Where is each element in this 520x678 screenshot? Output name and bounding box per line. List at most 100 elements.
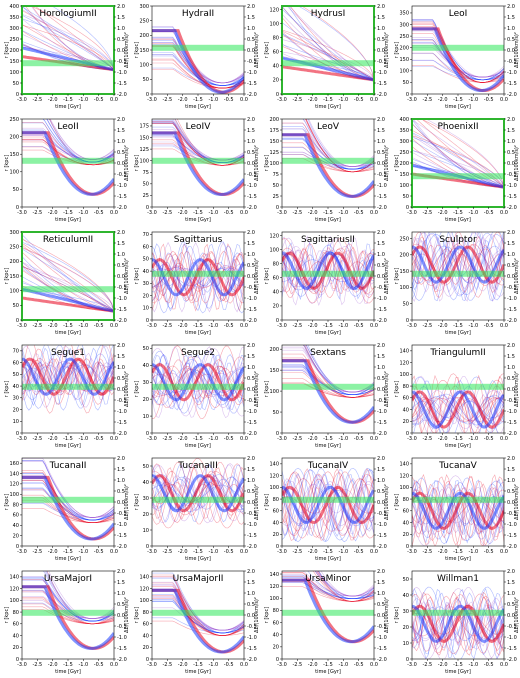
trajectory-line — [22, 503, 114, 521]
y-tick-label: 140 — [399, 462, 409, 468]
y-tick-label: 50 — [273, 410, 279, 416]
y-axis-label: r [kpc] — [264, 494, 270, 510]
x-tick-label: 0.0 — [370, 436, 378, 442]
x-tick-label: -0.5 — [484, 210, 494, 216]
y-axis-label: r [kpc] — [264, 155, 270, 171]
x-tick-label: -1.0 — [208, 662, 218, 668]
energy-tick-label: 0.5 — [507, 37, 515, 43]
energy-tick-label: 2.0 — [377, 569, 385, 575]
trajectory-line — [412, 586, 504, 659]
y-tick-label: 0 — [16, 205, 19, 211]
y-tick-label: 0 — [16, 431, 19, 437]
trajectory-line — [301, 6, 374, 80]
trajectory-line — [22, 606, 114, 625]
energy-tick-label: -1.0 — [117, 635, 127, 641]
x-tick-label: -2.5 — [292, 210, 302, 216]
energy-tick-label: -0.5 — [117, 624, 127, 630]
x-tick-label: 0.0 — [110, 323, 118, 329]
x-tick-label: -1.5 — [323, 323, 333, 329]
trajectory-line — [22, 461, 114, 518]
energy-tick-label: 0.5 — [377, 263, 385, 269]
x-axis-label: time [Gyr] — [445, 443, 471, 449]
panel-phoenixii: -3.0 -2.5 -2.0 -1.5 -1.0 -0.5 0.0 0 50 100 150 200 2… — [390, 113, 520, 226]
x-tick-label: -0.5 — [94, 436, 104, 442]
panel-title: TriangulumII — [429, 348, 485, 358]
energy-tick-label: 1.5 — [377, 128, 385, 134]
y-tick-label: 70 — [143, 232, 149, 238]
trajectory-layer — [412, 586, 504, 659]
trajectory-line — [22, 472, 114, 523]
x-tick-label: -2.5 — [292, 436, 302, 442]
x-tick-label: 0.0 — [370, 662, 378, 668]
x-tick-label: -1.0 — [338, 662, 348, 668]
trajectory-line — [22, 597, 114, 625]
x-tick-label: -3.0 — [147, 436, 157, 442]
trajectory-line — [317, 571, 374, 602]
trajectory-line — [152, 255, 244, 299]
panel-ursaminor: -3.0 -2.5 -2.0 -1.5 -1.0 -0.5 0.0 0 20 40 60 80 100 1… — [260, 565, 390, 678]
y-tick-label: 40 — [403, 407, 409, 413]
x-tick-label: -3.0 — [147, 323, 157, 329]
panel-leoi: -3.0 -2.5 -2.0 -1.5 -1.0 -0.5 0.0 0 50 100 150 200 2… — [390, 0, 520, 113]
trajectory-line — [152, 470, 244, 516]
energy-tick-label: -1.0 — [507, 183, 517, 189]
panel-willman1: -3.0 -2.5 -2.0 -1.5 -1.0 -0.5 0.0 0 10 20 30 40 50 -2… — [390, 565, 520, 678]
energy-band — [412, 270, 504, 277]
energy-tick-label: -0.5 — [507, 59, 517, 65]
energy-tick-label: -2.0 — [507, 431, 517, 437]
energy-tick-label: 1.0 — [377, 26, 385, 32]
trajectory-line — [152, 250, 244, 304]
trajectory-line — [152, 601, 244, 634]
y-tick-label: 80 — [13, 502, 19, 508]
y-tick-label: 75 — [273, 172, 279, 178]
y-tick-label: 20 — [273, 645, 279, 651]
energy-tick-label: -1.0 — [247, 296, 257, 302]
trajectory-layer — [152, 345, 244, 420]
energy-band — [282, 383, 374, 390]
trajectory-line — [152, 243, 244, 312]
x-tick-label: -2.5 — [292, 662, 302, 668]
y-tick-label: 0 — [406, 318, 409, 324]
y-tick-label: 140 — [9, 471, 19, 477]
trajectory-line — [152, 597, 244, 631]
trajectory-line — [282, 146, 374, 173]
y-tick-label: 60 — [273, 509, 279, 515]
y-tick-label: 250 — [9, 37, 19, 43]
y-tick-label: 70 — [13, 349, 19, 355]
x-tick-label: -2.5 — [422, 323, 432, 329]
y-axis-label: r [kpc] — [264, 268, 270, 284]
energy-band — [22, 496, 114, 503]
energy-tick-label: 1.0 — [507, 591, 515, 597]
y-tick-label: 80 — [273, 608, 279, 614]
y-tick-label: 10 — [143, 528, 149, 534]
y-tick-label: 120 — [269, 584, 279, 590]
energy-tick-label: -2.0 — [377, 431, 387, 437]
trajectory-line — [412, 489, 504, 533]
trajectory-line — [412, 476, 504, 546]
x-tick-label: -1.5 — [63, 436, 73, 442]
x-tick-label: -3.0 — [17, 210, 27, 216]
mean-trajectory — [412, 491, 504, 530]
y-tick-label: 50 — [403, 194, 409, 200]
energy-tick-label: -0.5 — [117, 511, 127, 517]
energy-tick-label: -1.5 — [247, 646, 257, 652]
energy-tick-label: -1.0 — [247, 522, 257, 528]
y-tick-label: 140 — [9, 575, 19, 581]
x-tick-label: -1.0 — [78, 436, 88, 442]
y-tick-label: 30 — [13, 396, 19, 402]
trajectory-line — [152, 354, 244, 411]
energy-tick-label: 1.0 — [117, 591, 125, 597]
trajectory-line — [282, 574, 374, 599]
trajectory-line — [412, 132, 504, 188]
mean-trajectory — [152, 131, 244, 197]
y-tick-label: 50 — [403, 80, 409, 86]
energy-tick-label: 0.0 — [247, 613, 255, 619]
x-axis-label: time [Gyr] — [315, 556, 341, 562]
energy-tick-label: 0.5 — [117, 37, 125, 43]
trajectory-line — [22, 261, 114, 312]
trajectory-line — [318, 571, 374, 600]
trajectory-layer — [412, 232, 504, 302]
energy-tick-label: -2.0 — [507, 657, 517, 663]
trajectory-line — [152, 58, 244, 89]
energy-tick-label: 1.5 — [507, 580, 515, 586]
